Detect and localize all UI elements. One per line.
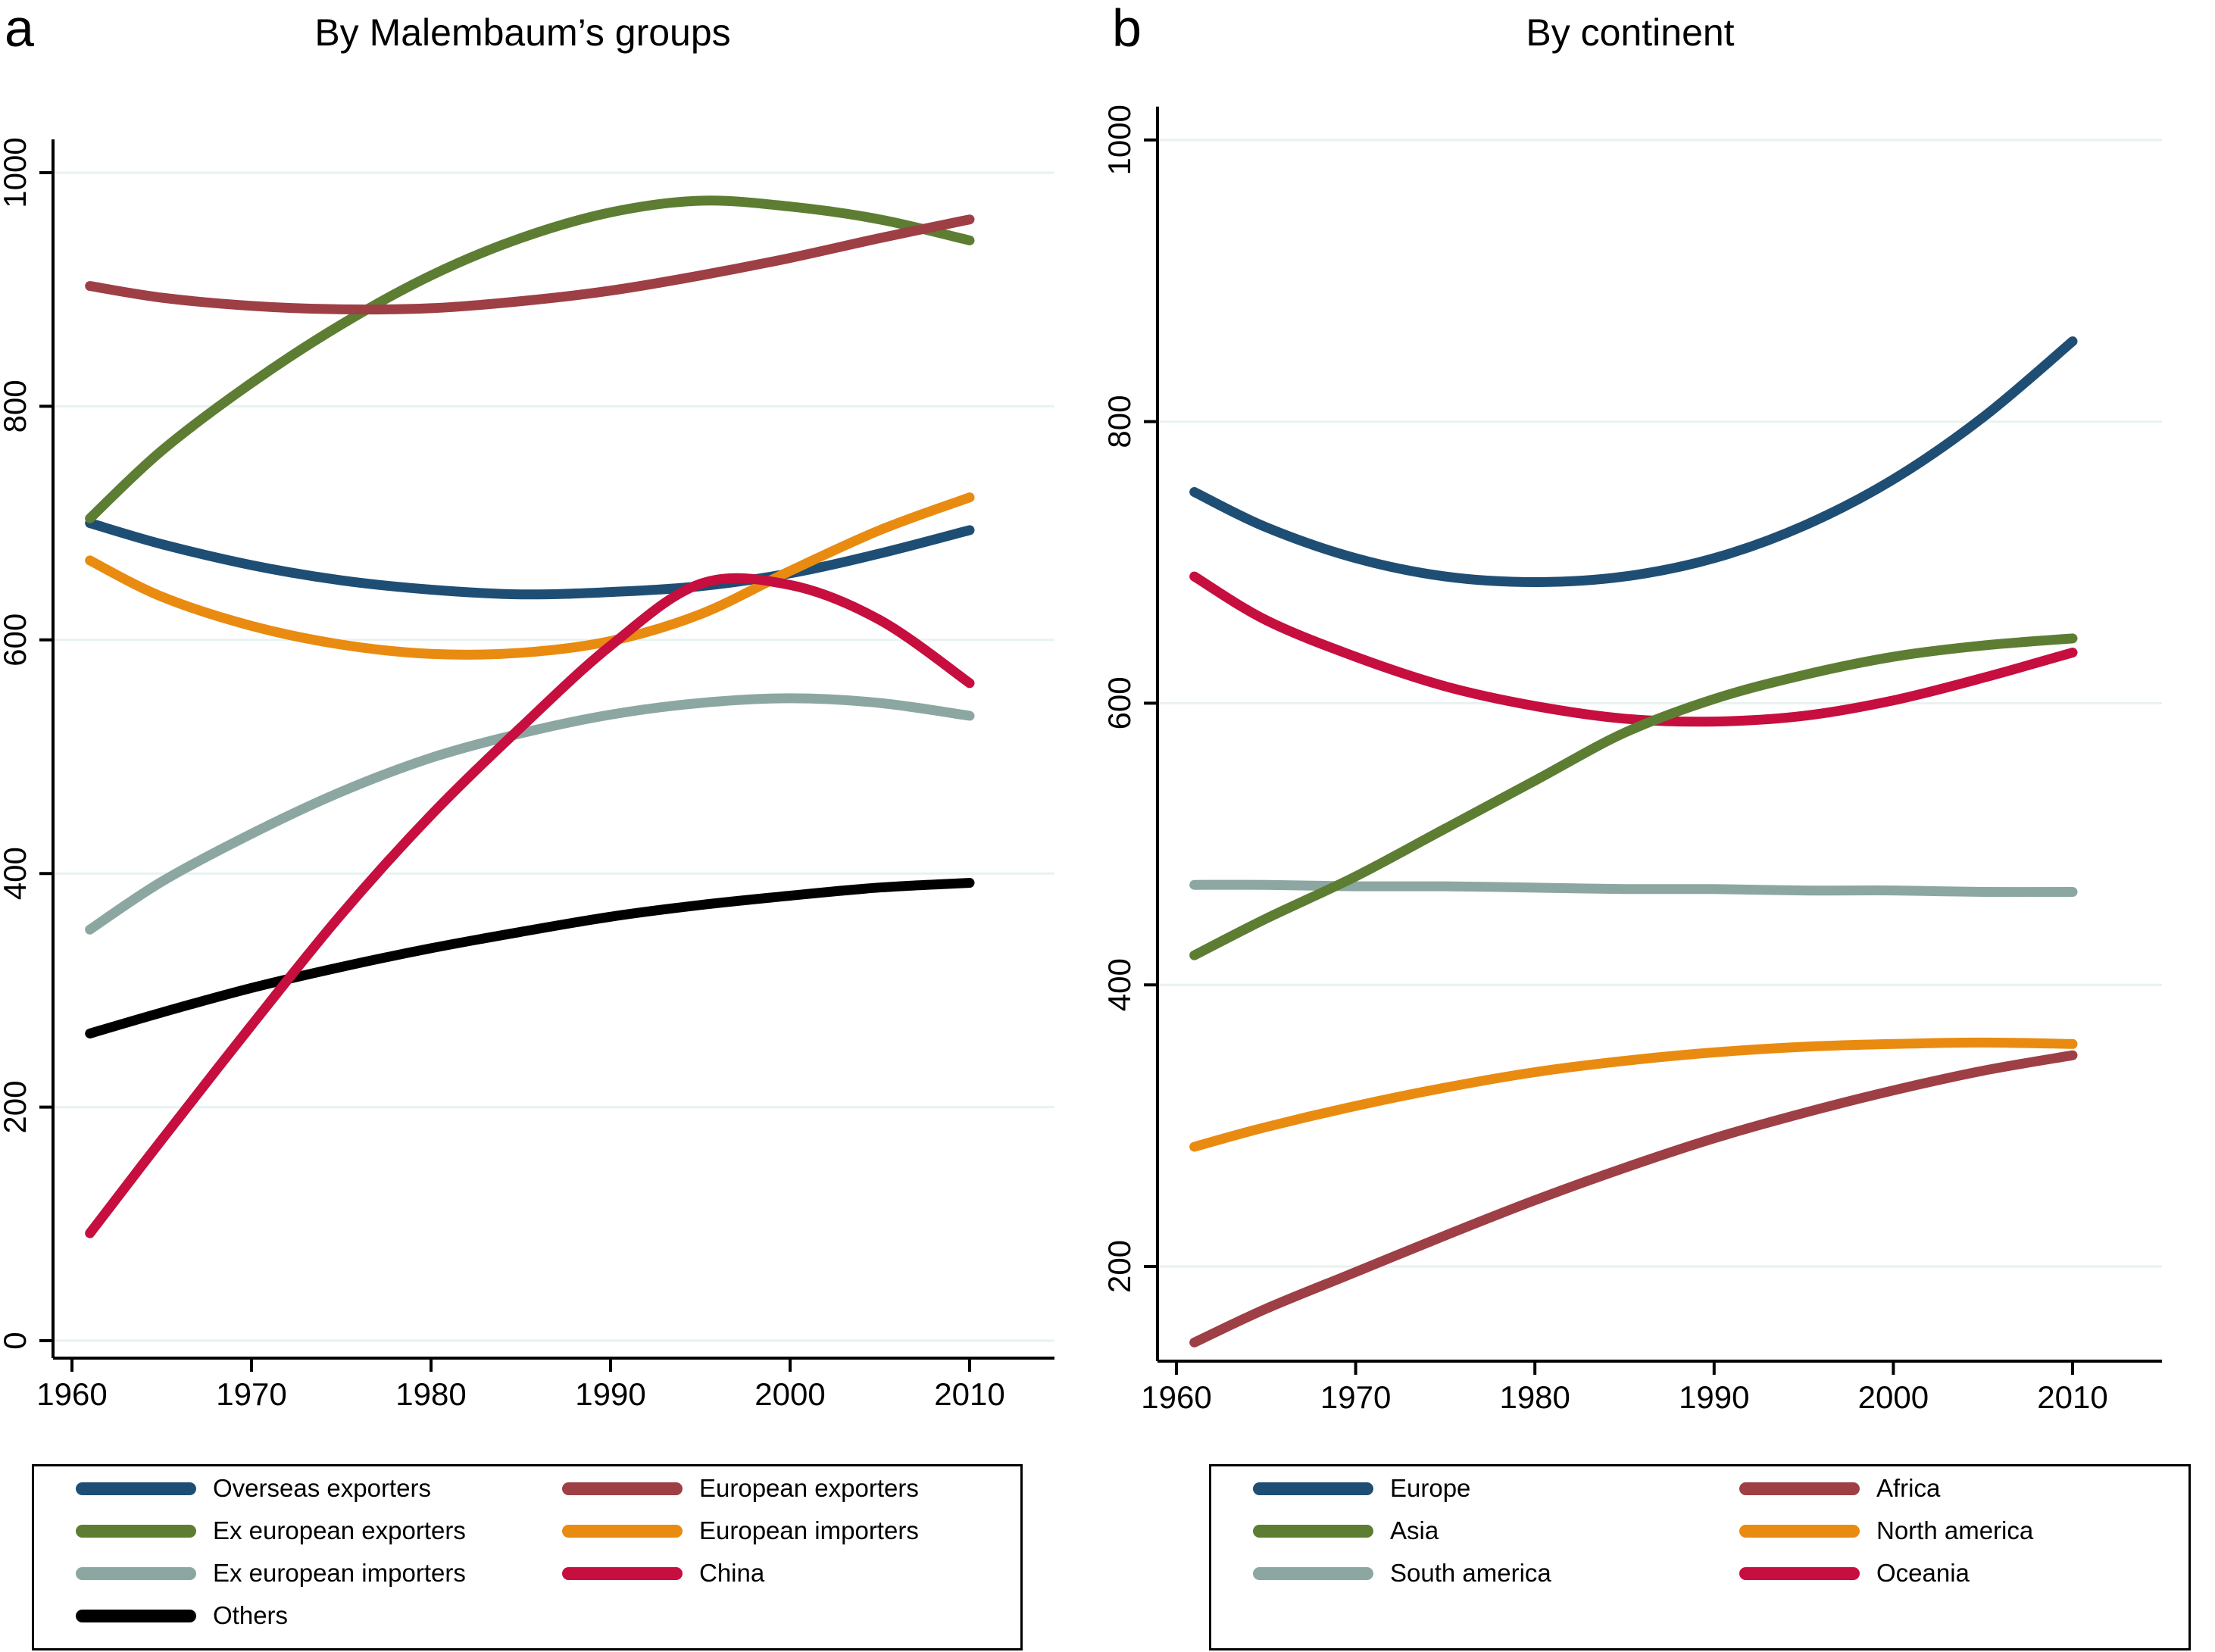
x-tick-label: 1970 bbox=[1320, 1379, 1391, 1415]
line-chart-by-continent: 200 400 600 800 1000 1960 1970 1980 1990 2000 2010 bbox=[1108, 105, 2162, 1415]
legend-swatch-asia bbox=[1253, 1525, 1373, 1538]
legend-swatch-others bbox=[76, 1610, 196, 1622]
series-line-asia bbox=[1189, 633, 2078, 960]
y-tick-label: 200 bbox=[1108, 1240, 1137, 1293]
x-tick-label: 1990 bbox=[575, 1376, 645, 1412]
series-line-ex-european-exporters bbox=[85, 195, 975, 523]
y-tick-label: 600 bbox=[0, 614, 33, 667]
legend-label-ex-european-importers: Ex european importers bbox=[213, 1559, 466, 1587]
series-line-others bbox=[85, 878, 975, 1038]
series-line-africa bbox=[1189, 1050, 2078, 1348]
legend-label-europe: Europe bbox=[1390, 1474, 1471, 1502]
legend-label-africa: Africa bbox=[1876, 1474, 1941, 1502]
series-line-china bbox=[85, 573, 975, 1238]
y-tick-label: 1000 bbox=[0, 137, 33, 208]
series-line-north-america bbox=[1189, 1037, 2078, 1152]
legend-swatch-north-america bbox=[1739, 1525, 1860, 1538]
legend-label-european-importers: European importers bbox=[699, 1516, 919, 1544]
x-tick-label: 1980 bbox=[395, 1376, 466, 1412]
legend-b: Europe Africa Asia North america South ameri… bbox=[1209, 1464, 2191, 1650]
legend-a: Overseas exporters European exporters Ex e… bbox=[32, 1464, 1023, 1650]
y-tick-label: 400 bbox=[1108, 958, 1137, 1011]
panel-letter-a: a bbox=[5, 0, 34, 58]
x-tick-label: 2000 bbox=[1858, 1379, 1929, 1415]
legend-label-ex-european-exporters: Ex european exporters bbox=[213, 1516, 466, 1544]
series-line-overseas-exporters bbox=[85, 518, 975, 600]
legend-swatch-overseas-exporters bbox=[76, 1482, 196, 1495]
legend-label-overseas-exporters: Overseas exporters bbox=[213, 1474, 431, 1502]
legend-swatch-ex-european-importers bbox=[76, 1567, 196, 1580]
legend-label-others: Others bbox=[213, 1601, 289, 1629]
y-tick-label: 800 bbox=[1108, 395, 1137, 448]
y-tick-label: 200 bbox=[0, 1081, 33, 1134]
x-tick-label: 2010 bbox=[2037, 1379, 2107, 1415]
legend-label-south-america: South america bbox=[1390, 1559, 1551, 1587]
legend-swatch-europe bbox=[1253, 1482, 1373, 1495]
legend-label-european-exporters: European exporters bbox=[699, 1474, 919, 1502]
legend-label-asia: Asia bbox=[1390, 1516, 1439, 1544]
legend-swatch-european-importers bbox=[562, 1525, 683, 1538]
legend-label-north-america: North america bbox=[1876, 1516, 2034, 1544]
legend-label-oceania: Oceania bbox=[1876, 1559, 1970, 1587]
panel-title-b: By continent bbox=[1526, 11, 1735, 54]
x-tick-label: 2000 bbox=[754, 1376, 825, 1412]
panel-a: a By Malembaum’s groups 0 200 400 600 800 100… bbox=[0, 0, 1054, 1650]
x-tick-label: 1960 bbox=[36, 1376, 107, 1412]
panel-b: b By continent 200 400 600 800 1000 1960 1970 1… bbox=[1108, 0, 2215, 1652]
y-tick-label: 400 bbox=[0, 847, 33, 900]
series-line-europe bbox=[1189, 336, 2078, 587]
legend-swatch-european-exporters bbox=[562, 1482, 683, 1495]
line-chart-malembaum-groups: 0 200 400 600 800 1000 1960 1970 1980 1990 2000 201… bbox=[0, 137, 1054, 1412]
series-line-oceania bbox=[1189, 571, 2078, 727]
legend-swatch-oceania bbox=[1739, 1567, 1860, 1580]
x-tick-label: 1980 bbox=[1499, 1379, 1570, 1415]
legend-swatch-china bbox=[562, 1567, 683, 1580]
x-tick-label: 1990 bbox=[1679, 1379, 1749, 1415]
y-tick-label: 600 bbox=[1108, 676, 1137, 729]
y-tick-label: 1000 bbox=[1108, 105, 1137, 175]
x-tick-label: 1960 bbox=[1141, 1379, 1211, 1415]
y-tick-label: 800 bbox=[0, 379, 33, 433]
legend-swatch-africa bbox=[1739, 1482, 1860, 1495]
legend-swatch-ex-european-exporters bbox=[76, 1525, 196, 1538]
legend-label-china: China bbox=[699, 1559, 765, 1587]
x-tick-label: 2010 bbox=[934, 1376, 1004, 1412]
series-line-european-importers bbox=[85, 492, 975, 660]
x-tick-label: 1970 bbox=[216, 1376, 286, 1412]
panel-title-a: By Malembaum’s groups bbox=[314, 11, 731, 54]
y-tick-label: 0 bbox=[0, 1332, 33, 1349]
panel-letter-b: b bbox=[1112, 0, 1142, 58]
series-line-european-exporters bbox=[85, 214, 975, 315]
legend-swatch-south-america bbox=[1253, 1567, 1373, 1580]
